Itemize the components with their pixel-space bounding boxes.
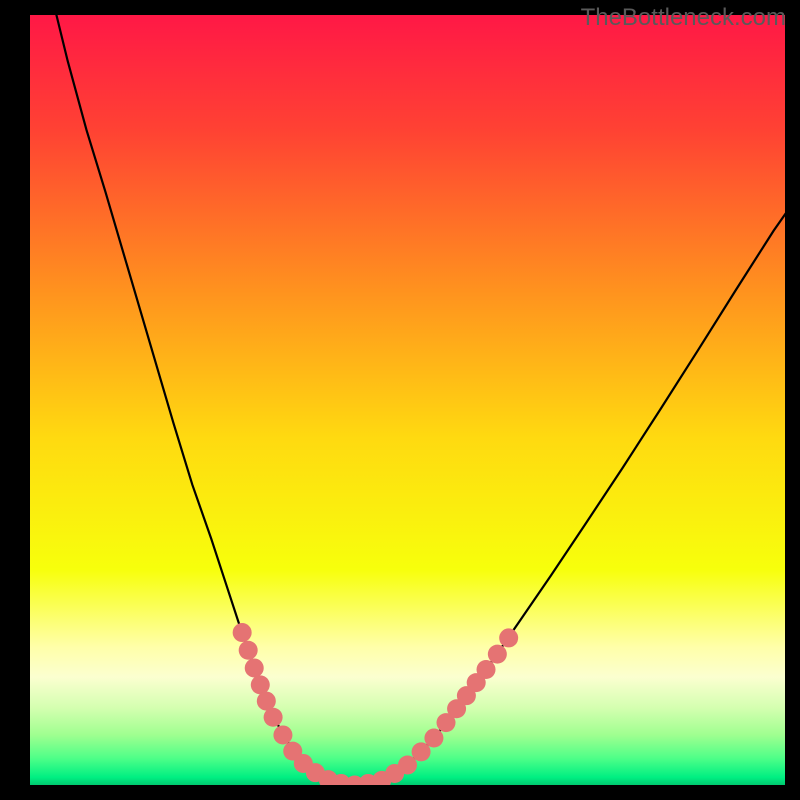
overlay-bead — [251, 675, 270, 694]
overlay-bead — [233, 623, 252, 642]
overlay-bead — [273, 725, 292, 744]
overlay-bead — [239, 641, 258, 660]
chart-frame: TheBottleneck.com — [0, 0, 800, 800]
overlay-bead — [477, 660, 496, 679]
overlay-bead — [245, 658, 264, 677]
overlay-bead — [264, 708, 283, 727]
gradient-background — [30, 15, 785, 785]
plot-svg — [30, 15, 785, 785]
overlay-bead — [424, 729, 443, 748]
overlay-bead — [499, 628, 518, 647]
watermark-text: TheBottleneck.com — [581, 4, 786, 32]
overlay-bead — [257, 692, 276, 711]
overlay-bead — [412, 742, 431, 761]
overlay-bead — [488, 645, 507, 664]
